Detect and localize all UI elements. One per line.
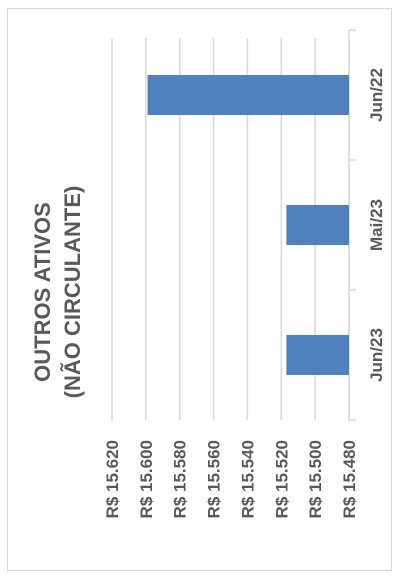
value-tick-label: R$ 15.500 bbox=[306, 440, 325, 518]
chart-title: OUTROS ATIVOS (NÃO CIRCULANTE) bbox=[30, 186, 85, 399]
bar-jun-22 bbox=[147, 75, 349, 115]
value-tick-labels: R$ 15.480 R$ 15.500 R$ 15.520 R$ 15.540 R$ 1… bbox=[103, 440, 359, 518]
bar-jun-23 bbox=[286, 335, 349, 375]
category-label: Mai/23 bbox=[367, 199, 386, 251]
value-tick-label: R$ 15.600 bbox=[137, 440, 156, 518]
value-tick-label: R$ 15.480 bbox=[340, 440, 359, 518]
value-tick-label: R$ 15.580 bbox=[171, 440, 190, 518]
chart-title-line-2: (NÃO CIRCULANTE) bbox=[60, 186, 85, 399]
chart-frame bbox=[7, 8, 392, 571]
bar-mai-23 bbox=[286, 205, 349, 245]
category-label: Jun/22 bbox=[367, 68, 386, 122]
bars bbox=[147, 75, 349, 375]
value-tick-label: R$ 15.520 bbox=[272, 440, 291, 518]
value-tick-label: R$ 15.620 bbox=[103, 440, 122, 518]
value-tick-label: R$ 15.540 bbox=[238, 440, 257, 518]
chart-title-line-1: OUTROS ATIVOS bbox=[30, 202, 55, 382]
category-label: Jun/23 bbox=[367, 328, 386, 382]
value-tick-label: R$ 15.560 bbox=[205, 440, 224, 518]
category-axis bbox=[348, 29, 356, 421]
category-labels: Jun/22 Mai/23 Jun/23 bbox=[367, 68, 386, 382]
